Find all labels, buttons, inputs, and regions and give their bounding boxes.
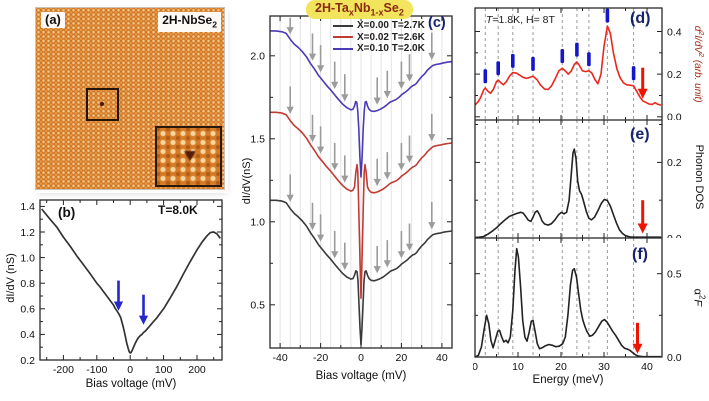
legend-label: X=0.10 T=2.0K (357, 43, 425, 55)
svg-text:40: 40 (641, 361, 653, 373)
svg-text:0.0: 0.0 (667, 112, 682, 120)
panel-f-ylabel: α2F (691, 288, 707, 307)
panel-e-chart: 0.0 0.2 (474, 120, 682, 238)
svg-text:0.8: 0.8 (20, 278, 35, 290)
svg-text:1.2: 1.2 (20, 227, 35, 239)
panel-f-chart: 0 10 20 30 40 0.0 0.5 (473, 238, 682, 373)
panel-f-label: (f) (632, 246, 648, 263)
svg-text:0.5: 0.5 (250, 300, 265, 312)
svg-text:0.0: 0.0 (667, 233, 682, 238)
svg-text:100: 100 (155, 364, 173, 376)
panel-d-label: (d) (630, 10, 651, 27)
svg-text:-20: -20 (313, 352, 328, 364)
svg-text:10: 10 (512, 361, 524, 373)
svg-text:0.2: 0.2 (667, 69, 682, 81)
svg-text:2.0: 2.0 (250, 51, 265, 63)
panel-a-title: 2H-NbSe2 (158, 12, 221, 33)
defect-dot (100, 102, 104, 106)
defect-outline-box (86, 88, 119, 121)
legend-line-swatch (333, 24, 353, 27)
panel-d-conditions: T=1.8K, H= 8T (486, 14, 555, 26)
legend-line-swatch (333, 47, 353, 50)
legend-item: X=0.00 T=2.7K (333, 20, 425, 32)
panel-b-ylabel: dI/dV (nS) (5, 253, 17, 303)
legend-label: X=0.00 T=2.7K (357, 20, 425, 32)
panel-b-temperature: T=8.0K (158, 203, 198, 217)
svg-text:0: 0 (358, 352, 364, 364)
panel-d-chart: 0.0 0.2 0.4 (474, 7, 682, 120)
panel-c-title: 2H-TaxNb1-xSe2 (306, 0, 413, 19)
svg-text:-200: -200 (53, 364, 74, 376)
panel-c-chart: -40 -20 0 20 40 0.5 1.0 1.5 2.0 (250, 15, 453, 364)
panel-b-xlabel: Bias voltage (mV) (85, 378, 177, 390)
svg-text:0.2: 0.2 (20, 355, 35, 367)
panel-c-legend: X=0.00 T=2.7K X=0.02 T=2.6K X=0.10 T=2.0K (333, 20, 425, 55)
svg-text:-40: -40 (273, 352, 288, 364)
svg-text:0.6: 0.6 (20, 304, 35, 316)
svg-text:1.5: 1.5 (250, 134, 265, 146)
svg-text:30: 30 (598, 361, 610, 373)
panel-c-label: (c) (428, 15, 446, 31)
legend-item: X=0.10 T=2.0K (333, 43, 425, 55)
svg-text:1.4: 1.4 (20, 201, 35, 213)
svg-text:0.5: 0.5 (667, 269, 682, 281)
svg-text:200: 200 (188, 364, 206, 376)
panel-c-ylabel: dI/dV(nS) (241, 157, 253, 205)
stm-inset-zoom (155, 126, 222, 187)
svg-text:0.2: 0.2 (667, 157, 682, 169)
stm-image: (a) 2H-NbSe2 (35, 7, 225, 190)
svg-text:0: 0 (473, 361, 478, 373)
panel-c-xlabel: Bias voltage (mV) (315, 370, 407, 382)
svg-text:40: 40 (436, 352, 448, 364)
panel-f-xlabel: Energy (meV) (532, 374, 604, 386)
svg-text:-100: -100 (86, 364, 107, 376)
legend-line-swatch (333, 36, 353, 39)
panel-e-label: (e) (630, 126, 650, 143)
svg-text:20: 20 (396, 352, 408, 364)
panel-b-chart: -200 -100 0 100 200 0.2 0.4 0.6 0.8 1.0 1.2 1.4 (20, 199, 223, 376)
legend-label: X=0.02 T=2.6K (357, 31, 425, 43)
panel-b-label: (b) (58, 205, 76, 220)
svg-text:0: 0 (127, 364, 133, 376)
svg-text:20: 20 (555, 361, 567, 373)
svg-text:1.0: 1.0 (20, 252, 35, 264)
svg-text:0.4: 0.4 (20, 329, 35, 341)
svg-text:0.4: 0.4 (667, 26, 682, 38)
panel-a-label: (a) (41, 12, 65, 28)
inset-defect-icon (184, 151, 196, 161)
svg-text:0.0: 0.0 (667, 352, 682, 364)
legend-item: X=0.02 T=2.6K (333, 32, 425, 44)
svg-text:1.0: 1.0 (250, 217, 265, 229)
